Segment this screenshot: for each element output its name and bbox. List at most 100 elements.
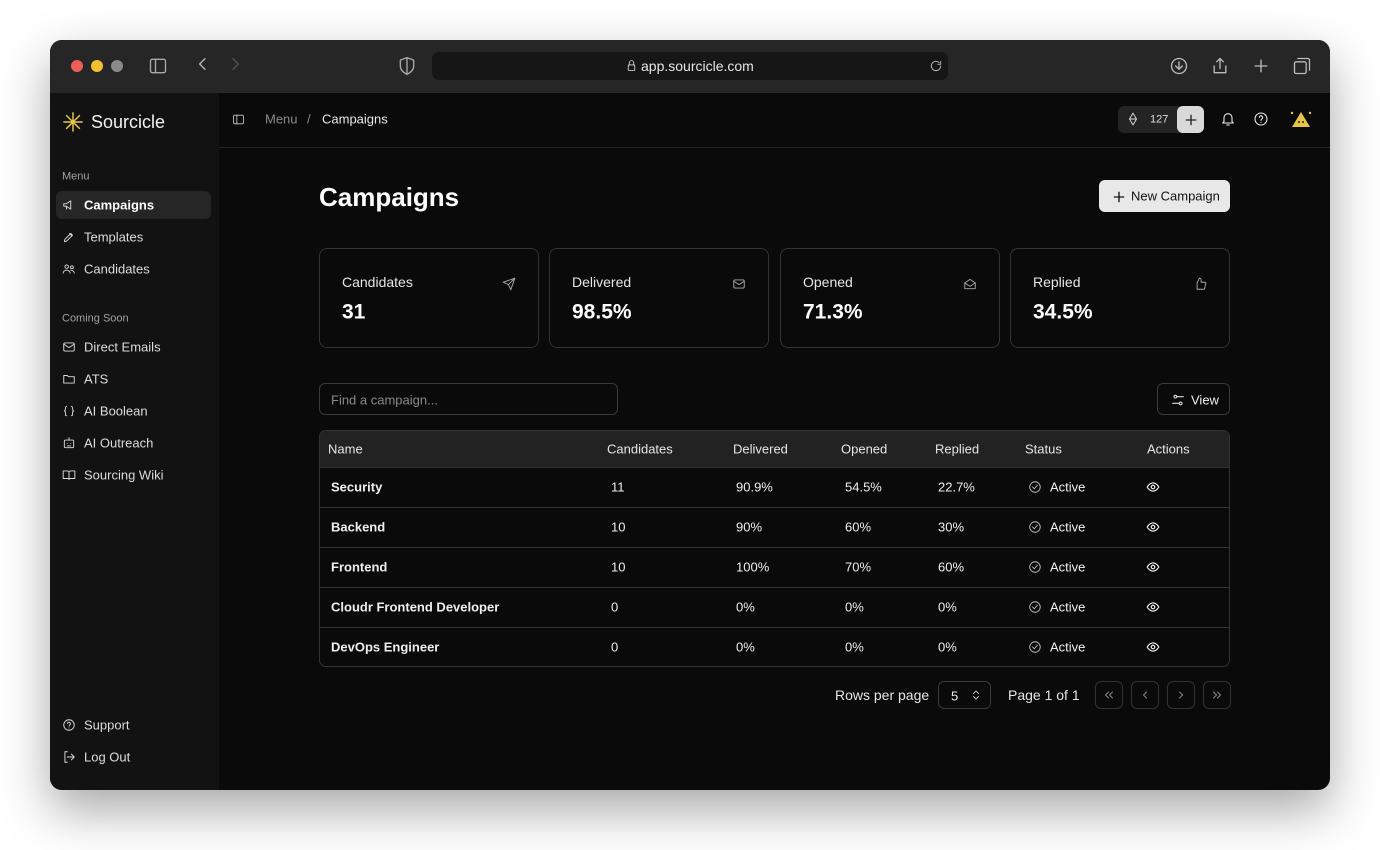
nav-item[interactable]: Log Out xyxy=(84,749,131,765)
cell: 22.7% xyxy=(938,479,975,495)
brand: Sourcicle xyxy=(91,112,166,132)
column-header[interactable]: Name xyxy=(328,441,363,457)
view-button[interactable]: View xyxy=(1157,383,1230,415)
page-icon xyxy=(1175,689,1187,701)
page-icon xyxy=(1139,689,1151,701)
cell: 0% xyxy=(845,639,864,655)
view-action[interactable] xyxy=(1146,480,1160,494)
column-header[interactable]: Actions xyxy=(1147,441,1190,457)
reload-icon xyxy=(929,59,943,73)
stat-label: Candidates xyxy=(342,274,413,290)
page-icon xyxy=(1211,689,1223,701)
page-button[interactable] xyxy=(1203,681,1231,709)
window xyxy=(50,40,1330,790)
page-button[interactable] xyxy=(1095,681,1123,709)
nav-icon xyxy=(62,198,76,212)
breadcrumb-root[interactable]: Menu xyxy=(265,111,298,127)
column-header[interactable]: Replied xyxy=(935,441,980,457)
sidebar-toggle xyxy=(148,56,168,76)
forward-button[interactable] xyxy=(227,56,241,76)
search-input[interactable]: Find a campaign... xyxy=(319,383,618,415)
button-label: View xyxy=(1191,392,1219,408)
nav-item[interactable]: Support xyxy=(84,717,130,733)
cell-name: Cloudr Frontend Developer xyxy=(331,599,500,615)
stat-icon xyxy=(1193,277,1207,291)
table: Name Candidates Delivered Opened Replied Stat… xyxy=(319,430,1230,667)
view-action[interactable] xyxy=(1146,600,1160,614)
nav-item[interactable]: Campaigns xyxy=(84,197,155,213)
header-button[interactable] xyxy=(1220,111,1236,127)
active-item-bg xyxy=(56,191,211,219)
row-divider xyxy=(320,547,1229,548)
window-button[interactable] xyxy=(111,60,123,72)
cell-name: Security xyxy=(331,479,383,495)
cell: 10 xyxy=(611,559,626,575)
view-action[interactable] xyxy=(1146,560,1160,574)
avatar[interactable] xyxy=(1289,109,1313,129)
column-header[interactable]: Delivered xyxy=(733,441,788,457)
nav-icon xyxy=(62,262,76,276)
window-button[interactable] xyxy=(91,60,103,72)
row-divider xyxy=(320,507,1229,508)
new-campaign-button[interactable]: New Campaign xyxy=(1099,180,1230,212)
breadcrumb-separator: / xyxy=(307,111,311,127)
toolbar-button[interactable] xyxy=(1251,56,1271,76)
status-icon xyxy=(1028,480,1042,494)
search-placeholder: Find a campaign... xyxy=(331,392,438,408)
back-button[interactable] xyxy=(195,56,209,76)
cell: 0% xyxy=(736,599,755,615)
logo-icon xyxy=(62,111,84,133)
nav-item[interactable]: Direct Emails xyxy=(84,339,161,355)
cell: 11 xyxy=(611,479,625,495)
plus-icon xyxy=(1111,189,1125,203)
toolbar-button[interactable] xyxy=(1210,56,1230,76)
page-icon xyxy=(1103,689,1115,701)
stat-card: Candidates 31 xyxy=(319,248,539,348)
shield-icon xyxy=(397,56,417,76)
plus-icon xyxy=(1183,112,1199,128)
view-action[interactable] xyxy=(1146,520,1160,534)
cell: Active xyxy=(1050,639,1086,655)
cell: Active xyxy=(1050,519,1086,535)
cell: 0% xyxy=(736,639,755,655)
column-header[interactable]: Status xyxy=(1025,441,1062,457)
column-header[interactable]: Candidates xyxy=(607,441,673,457)
rows-select[interactable]: 5 xyxy=(938,681,991,709)
stat-value: 98.5% xyxy=(572,300,632,324)
stat-label: Opened xyxy=(803,274,853,290)
nav-item[interactable]: ATS xyxy=(84,371,109,387)
page-button[interactable] xyxy=(1131,681,1159,709)
credits-icon xyxy=(1126,112,1140,126)
column-header[interactable]: Opened xyxy=(841,441,888,457)
section-label: Coming Soon xyxy=(62,312,129,325)
header-button[interactable] xyxy=(1253,111,1269,127)
window-button[interactable] xyxy=(71,60,83,72)
nav-icon xyxy=(62,718,76,732)
cell: 60% xyxy=(938,559,965,575)
stat-value: 31 xyxy=(342,300,366,324)
address-bar[interactable] xyxy=(432,52,948,80)
stat-icon xyxy=(502,277,516,291)
toolbar-button[interactable] xyxy=(1292,56,1312,76)
table-header-bg xyxy=(320,431,1229,467)
nav-icon xyxy=(62,750,76,764)
nav-item[interactable]: AI Outreach xyxy=(84,435,154,451)
view-action[interactable] xyxy=(1146,640,1160,654)
page-button[interactable] xyxy=(1167,681,1195,709)
nav-icon xyxy=(62,230,76,244)
toolbar-button[interactable] xyxy=(1169,56,1189,76)
stat-icon xyxy=(963,277,977,291)
nav-item[interactable]: AI Boolean xyxy=(84,403,148,419)
nav-item[interactable]: Sourcing Wiki xyxy=(84,467,164,483)
cell: 90% xyxy=(736,519,763,535)
nav-item[interactable]: Candidates xyxy=(84,261,150,277)
header-divider xyxy=(219,147,1330,148)
add-credits-button[interactable] xyxy=(1177,106,1204,133)
button-label: New Campaign xyxy=(1131,188,1220,204)
nav-item[interactable]: Templates xyxy=(84,229,144,245)
cell-name: DevOps Engineer xyxy=(331,639,440,655)
status-icon xyxy=(1028,640,1042,654)
cell: 54.5% xyxy=(845,479,882,495)
nav-icon xyxy=(62,404,76,418)
